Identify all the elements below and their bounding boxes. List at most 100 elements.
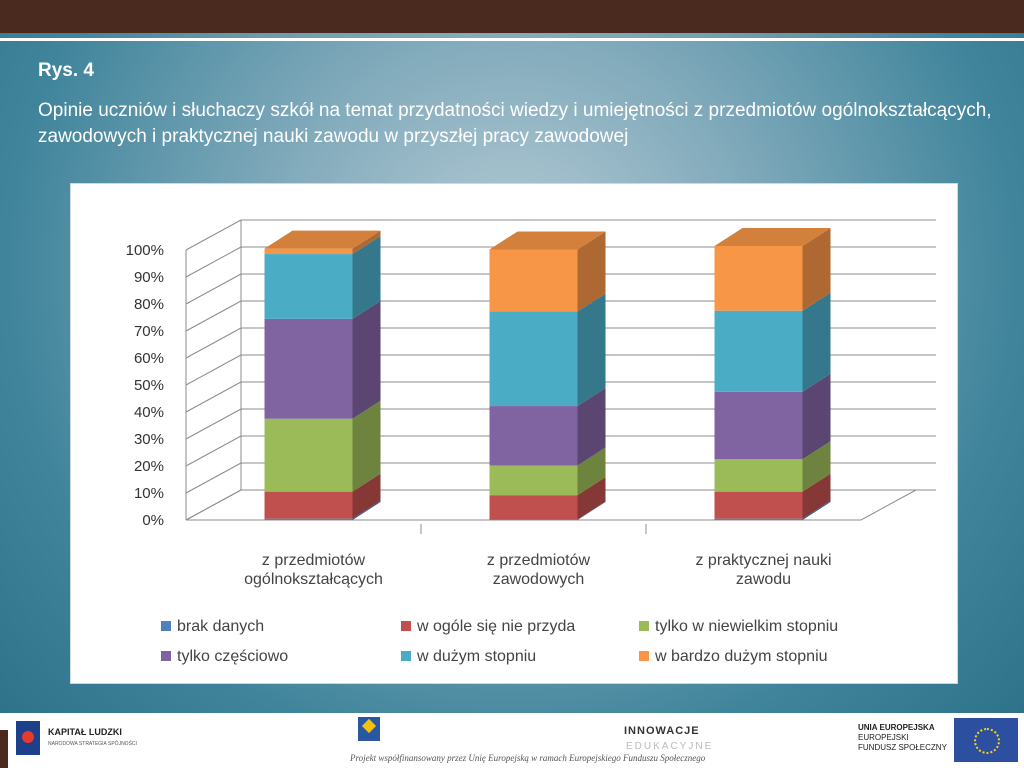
bar-side <box>577 501 606 520</box>
y-tick-label: 60% <box>134 350 164 367</box>
eu-flag-icon <box>954 718 1018 762</box>
innowacje-title: INNOWACJE <box>624 725 700 737</box>
bar-segment <box>714 518 803 520</box>
legend-label: tylko częściowo <box>177 648 288 665</box>
innowacje-logo: INNOWACJE EDUKACYJNE <box>620 717 730 757</box>
bar-segment <box>489 495 578 520</box>
chart-panel: 0% 10% 20% 30% 40% 50% 60% 70% 80% 90% 100% z przed… <box>70 183 958 684</box>
bar-side <box>802 441 831 492</box>
y-tick-label: 20% <box>134 458 164 475</box>
category-label: zawodowych <box>493 571 585 588</box>
kapital-ludzki-flag-icon <box>16 721 40 755</box>
bar-side <box>802 227 831 311</box>
legend-swatch <box>639 651 649 661</box>
y-tick-label: 30% <box>134 431 164 448</box>
bar-top <box>489 231 606 250</box>
wall-gridline <box>185 219 242 251</box>
bar-side <box>352 400 381 492</box>
category-label: z przedmiotów <box>487 552 591 569</box>
bar-segment <box>264 254 353 319</box>
bar-segment <box>714 391 803 460</box>
bar-segment <box>489 465 578 496</box>
footer-logos: KAPITAŁ LUDZKI NARODOWA STRATEGIA SPÓJNO… <box>0 713 1024 768</box>
floor <box>185 489 917 521</box>
bar-side <box>577 477 606 520</box>
efs-flag-icon <box>358 717 380 741</box>
wall-gridline <box>185 354 242 386</box>
wall-gridline <box>185 408 242 440</box>
legend-swatch <box>161 621 171 631</box>
category-label: z przedmiotów <box>262 552 366 569</box>
bar-side <box>802 292 831 392</box>
legend-swatch <box>639 621 649 631</box>
bar-segment <box>489 311 578 407</box>
bar-side <box>352 300 381 419</box>
bar-segment <box>714 491 803 519</box>
bar-side <box>352 230 381 255</box>
bar-side <box>577 231 606 312</box>
bar-segment <box>489 249 578 312</box>
bar-side <box>802 373 831 460</box>
y-tick-label: 10% <box>134 485 164 502</box>
bar-segment <box>264 318 353 419</box>
bar-side <box>352 500 381 520</box>
wall-gridline <box>185 327 242 359</box>
kapital-ludzki-title: KAPITAŁ LUDZKI <box>48 727 122 737</box>
y-tick-label: 100% <box>126 242 164 259</box>
ue-text: UNIA EUROPEJSKA EUROPEJSKI FUNDUSZ SPOŁE… <box>858 723 947 753</box>
figure-label: Rys. 4 <box>38 60 94 81</box>
efs-logo <box>328 717 418 751</box>
top-divider <box>0 38 1024 41</box>
wall-gridline <box>185 381 242 413</box>
bar-segment <box>714 459 803 492</box>
y-tick-label: 40% <box>134 404 164 421</box>
bar-segment <box>489 519 578 520</box>
legend-label: w dużym stopniu <box>416 648 536 665</box>
legend-swatch <box>401 651 411 661</box>
bar-segment <box>264 248 353 255</box>
legend-label: tylko w niewielkim stopniu <box>655 618 838 635</box>
top-bar <box>0 0 1024 33</box>
ue-line2: EUROPEJSKI <box>858 733 909 742</box>
bar-side <box>577 388 606 466</box>
category-label: ogólnokształcących <box>244 571 383 588</box>
kapital-ludzki-logo: KAPITAŁ LUDZKI NARODOWA STRATEGIA SPÓJNO… <box>14 719 154 759</box>
bar-segment <box>264 491 353 519</box>
bar-segment <box>489 406 578 466</box>
category-label: z praktycznej nauki <box>695 552 831 569</box>
bar-side <box>802 500 831 520</box>
ue-title: UNIA EUROPEJSKA <box>858 723 935 732</box>
legend-label: w ogóle się nie przyda <box>416 618 575 635</box>
legend-swatch <box>161 651 171 661</box>
stacked-bar-chart: 0% 10% 20% 30% 40% 50% 60% 70% 80% 90% 100% z przed… <box>126 219 936 665</box>
bar-side <box>577 447 606 496</box>
y-tick-label: 80% <box>134 296 164 313</box>
project-note: Projekt współfinansowany przez Unię Euro… <box>350 753 706 763</box>
innowacje-subtitle: EDUKACYJNE <box>626 741 714 752</box>
kapital-ludzki-subtitle: NARODOWA STRATEGIA SPÓJNOŚCI <box>48 741 137 747</box>
bar-segment <box>714 310 803 392</box>
ue-line3: FUNDUSZ SPOŁECZNY <box>858 743 947 752</box>
bar-side <box>577 293 606 407</box>
bar-segment <box>264 418 353 492</box>
wall-gridline <box>185 273 242 305</box>
bar-top <box>264 230 381 249</box>
y-tick-label: 70% <box>134 323 164 340</box>
y-tick-label: 0% <box>142 512 164 529</box>
legend-swatch <box>401 621 411 631</box>
wall-gridline <box>185 435 242 467</box>
bar-side <box>802 473 831 519</box>
footer-edge <box>0 730 8 768</box>
wall-gridline <box>185 462 242 494</box>
bar-top <box>714 227 831 246</box>
legend-label: brak danych <box>177 618 264 635</box>
wall-gridline <box>185 246 242 278</box>
bar-side <box>352 236 381 319</box>
y-tick-label: 50% <box>134 377 164 394</box>
bar-segment <box>264 518 353 520</box>
category-label: zawodu <box>736 571 791 588</box>
wall-gridline <box>185 300 242 332</box>
bar-side <box>352 473 381 519</box>
legend-label: w bardzo dużym stopniu <box>654 648 828 665</box>
y-tick-label: 90% <box>134 269 164 286</box>
